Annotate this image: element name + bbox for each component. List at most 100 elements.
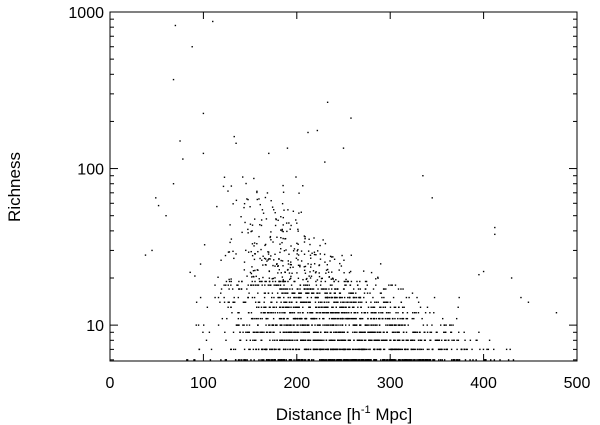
data-point xyxy=(317,312,319,314)
data-point xyxy=(256,331,258,333)
data-point xyxy=(289,278,291,281)
data-point xyxy=(282,279,284,281)
data-point xyxy=(318,317,321,320)
data-point xyxy=(276,312,279,314)
data-point xyxy=(347,359,350,361)
data-point xyxy=(401,324,404,326)
data-point xyxy=(340,339,342,341)
data-point xyxy=(331,271,333,273)
data-point xyxy=(230,238,233,240)
data-point xyxy=(279,284,282,286)
data-point xyxy=(393,348,395,351)
data-point xyxy=(263,348,266,351)
data-point xyxy=(352,324,354,326)
data-point xyxy=(317,292,319,294)
y-tick-label: 100 xyxy=(77,162,104,179)
data-point xyxy=(387,301,389,303)
data-point xyxy=(288,306,290,308)
data-point xyxy=(268,324,270,326)
data-point xyxy=(343,301,345,303)
data-point xyxy=(426,306,429,308)
data-point xyxy=(324,312,326,314)
data-point xyxy=(339,359,341,361)
data-point xyxy=(412,348,414,351)
data-point xyxy=(326,264,328,266)
data-point xyxy=(228,251,231,253)
data-point xyxy=(426,331,429,333)
data-point xyxy=(251,243,254,245)
data-point xyxy=(287,324,289,326)
data-point xyxy=(282,288,285,290)
data-point xyxy=(451,339,453,341)
data-point xyxy=(325,288,328,290)
data-point xyxy=(488,339,491,341)
data-point xyxy=(345,324,347,326)
data-point xyxy=(340,312,343,314)
data-point xyxy=(407,348,409,351)
data-point xyxy=(325,312,328,314)
data-point xyxy=(257,301,260,303)
data-point xyxy=(328,301,330,303)
data-point xyxy=(224,331,226,333)
data-point xyxy=(273,331,275,333)
data-point xyxy=(373,339,375,341)
data-point xyxy=(297,248,299,251)
data-point xyxy=(350,301,353,303)
data-point xyxy=(281,230,283,232)
data-point xyxy=(330,296,332,299)
data-point xyxy=(306,288,308,290)
data-point xyxy=(265,280,267,283)
data-point xyxy=(262,312,265,314)
data-point xyxy=(439,359,442,361)
data-point xyxy=(318,272,320,274)
data-point xyxy=(300,260,303,262)
data-point xyxy=(411,317,413,320)
data-point xyxy=(375,317,378,320)
data-point xyxy=(482,348,485,351)
data-point xyxy=(252,339,254,341)
data-point xyxy=(317,306,320,308)
data-point xyxy=(374,324,376,326)
data-point xyxy=(267,251,269,253)
data-point xyxy=(372,324,375,326)
data-point xyxy=(283,312,285,314)
data-point xyxy=(237,312,239,314)
data-point xyxy=(255,331,257,333)
data-point xyxy=(264,264,267,266)
data-point xyxy=(278,269,280,271)
data-point xyxy=(400,348,402,351)
data-point xyxy=(287,209,289,211)
data-point xyxy=(286,230,288,233)
data-point xyxy=(269,339,271,341)
data-point xyxy=(323,359,326,361)
data-point xyxy=(292,324,294,326)
data-point xyxy=(302,331,304,333)
data-point xyxy=(318,275,321,278)
data-point xyxy=(376,324,378,326)
data-point xyxy=(363,296,365,299)
data-point xyxy=(336,312,338,314)
data-point xyxy=(377,277,379,279)
data-point xyxy=(295,176,297,178)
data-point xyxy=(354,296,356,299)
data-point xyxy=(296,250,299,252)
data-point xyxy=(291,301,293,303)
data-point xyxy=(278,258,280,260)
data-point xyxy=(329,312,332,314)
data-point xyxy=(441,359,443,361)
data-point xyxy=(254,301,257,303)
data-point xyxy=(358,296,360,299)
data-point xyxy=(314,296,317,299)
data-point xyxy=(449,324,451,326)
data-point xyxy=(386,331,389,333)
data-point xyxy=(261,284,263,286)
data-point xyxy=(353,296,355,299)
data-point xyxy=(329,260,331,262)
data-point xyxy=(296,339,299,341)
data-point xyxy=(279,317,282,320)
data-point xyxy=(297,317,299,320)
data-point xyxy=(360,339,362,341)
data-point xyxy=(343,272,345,274)
data-point xyxy=(307,339,309,341)
data-point xyxy=(239,339,241,341)
